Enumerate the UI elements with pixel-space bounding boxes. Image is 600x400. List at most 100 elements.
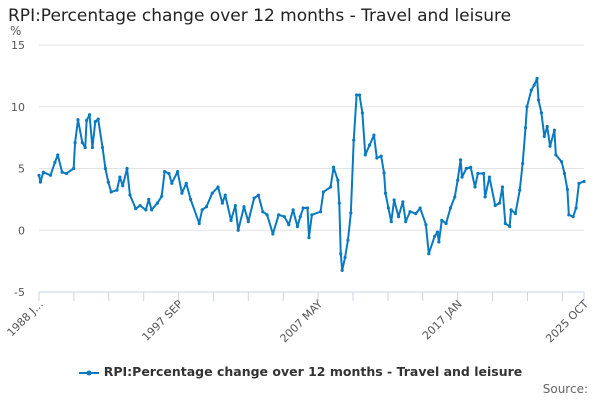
data-point (144, 208, 148, 212)
x-tick-label: 2025 OCT (543, 297, 591, 345)
data-point (100, 145, 105, 150)
data-point (200, 208, 204, 212)
data-point (184, 181, 188, 185)
data-point (118, 175, 122, 179)
data-point (577, 181, 581, 185)
data-point (360, 111, 364, 115)
data-point (571, 215, 575, 219)
data-point (518, 188, 522, 192)
data-point (346, 238, 350, 242)
data-point (109, 190, 113, 194)
data-point (408, 210, 412, 214)
legend-label: RPI:Percentage change over 12 months - T… (103, 364, 523, 379)
data-point (483, 195, 487, 199)
data-point (482, 171, 486, 176)
data-point (339, 252, 343, 256)
data-point (229, 218, 233, 222)
data-point (90, 145, 95, 150)
data-point (170, 181, 174, 185)
data-point (375, 156, 379, 160)
data-point (223, 193, 227, 197)
data-point (453, 195, 457, 199)
data-point (464, 166, 468, 171)
data-point (562, 171, 567, 176)
data-point (460, 175, 464, 179)
y-tick-label: -5 (14, 286, 25, 299)
data-point (76, 118, 80, 122)
data-point (38, 180, 43, 184)
data-point (83, 145, 87, 150)
data-point (64, 171, 69, 176)
data-point (256, 193, 261, 197)
data-point (444, 221, 448, 226)
data-point (513, 211, 518, 216)
data-point (41, 170, 45, 174)
data-point (396, 215, 401, 219)
data-point (383, 191, 388, 195)
data-point (287, 223, 291, 227)
chart-title: RPI:Percentage change over 12 months - T… (8, 6, 512, 26)
data-point (48, 173, 53, 177)
data-point (56, 153, 60, 157)
data-point (401, 200, 405, 204)
data-point (567, 213, 571, 217)
data-point (437, 240, 441, 244)
data-point (72, 166, 76, 171)
data-point (53, 160, 57, 164)
data-point (432, 234, 437, 239)
data-point (372, 133, 376, 137)
data-point (331, 165, 336, 169)
data-point (340, 268, 344, 272)
legend[interactable]: RPI:Percentage change over 12 months - T… (0, 364, 600, 379)
data-point (404, 220, 408, 224)
data-point (180, 191, 184, 195)
data-point (497, 201, 502, 205)
data-point (509, 208, 513, 212)
data-point (532, 83, 536, 87)
data-point (216, 185, 220, 189)
data-point (392, 198, 396, 202)
data-point (96, 117, 100, 121)
data-point (424, 223, 428, 227)
data-point (440, 218, 444, 222)
data-point (565, 187, 569, 192)
data-point (529, 88, 533, 92)
data-point (535, 76, 539, 80)
data-point (147, 197, 151, 201)
data-point (305, 206, 310, 210)
data-point (125, 166, 129, 171)
data-point (352, 138, 356, 142)
data-point (301, 206, 305, 210)
data-point (282, 215, 287, 219)
data-point (542, 134, 546, 138)
data-point (265, 213, 269, 217)
data-point (310, 213, 314, 217)
data-point (536, 98, 541, 102)
data-point (37, 173, 41, 177)
y-tick-label: 0 (18, 224, 25, 237)
data-point (386, 206, 390, 210)
data-point (554, 153, 558, 157)
y-axis-unit-label: % (10, 24, 22, 38)
data-point (448, 206, 453, 210)
x-tick-label: 2017 JAN (420, 298, 465, 343)
data-point (85, 118, 89, 122)
data-point (204, 205, 209, 209)
data-point (469, 165, 473, 169)
legend-line-marker-icon (78, 370, 99, 375)
data-point (539, 111, 544, 115)
source-label: Source: (542, 382, 588, 396)
data-point (548, 144, 552, 148)
line-chart: -5 0 5 10 15 1988 J… 1997 SEP 2007 MAY 2017 JAN 2… (5, 39, 592, 345)
y-tick-label: 15 (11, 39, 25, 52)
data-point (160, 194, 164, 198)
data-point (150, 208, 154, 212)
data-point (155, 201, 159, 205)
data-point (128, 193, 132, 197)
data-point (188, 197, 193, 201)
data-point (321, 190, 326, 194)
x-tick-label: 1988 J… (5, 298, 47, 340)
data-point (175, 169, 180, 174)
data-point (134, 207, 138, 211)
data-point (242, 205, 246, 209)
